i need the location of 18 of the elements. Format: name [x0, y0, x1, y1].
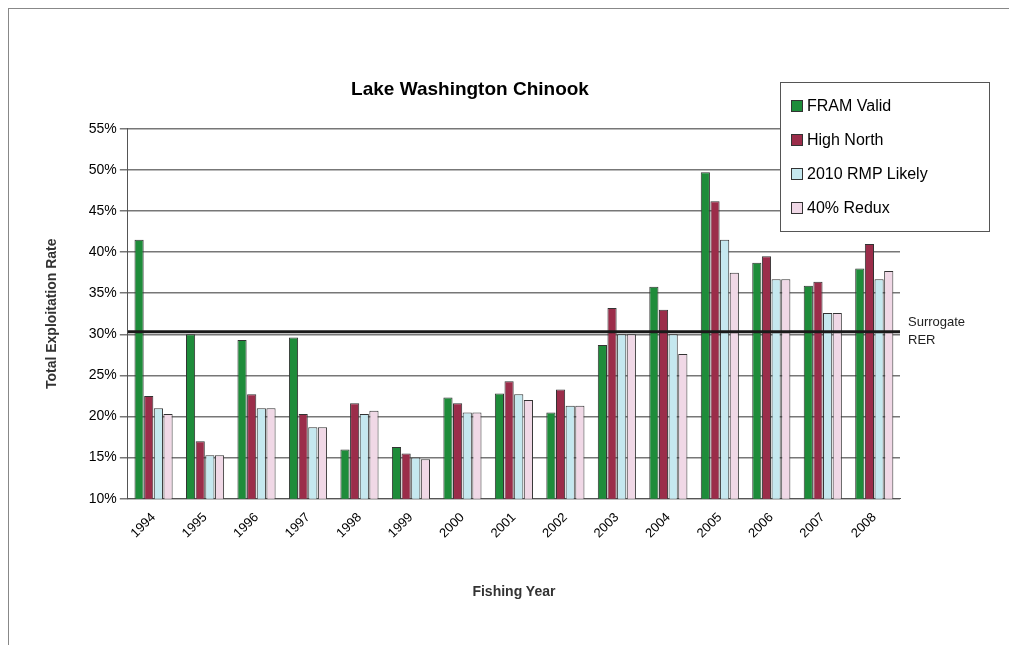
legend-label: High North: [807, 131, 884, 149]
y-tick-label: 45%: [88, 201, 117, 218]
x-axis-title: Fishing Year: [472, 583, 556, 600]
y-tick-label: 35%: [88, 284, 117, 301]
legend-label: 40% Redux: [807, 199, 890, 217]
legend-label: 2010 RMP Likely: [807, 165, 928, 183]
y-tick-label: 55%: [88, 119, 117, 136]
y-tick-label: 25%: [88, 366, 117, 383]
chart-title: Lake Washington Chinook: [351, 77, 590, 99]
legend-label: FRAM Valid: [807, 97, 892, 115]
y-tick-label: 10%: [88, 489, 117, 506]
y-tick-label: 30%: [88, 325, 117, 342]
y-tick-label: 20%: [88, 407, 117, 424]
ref-line-label: Surrogate RER: [908, 314, 966, 348]
y-tick-label: 50%: [88, 160, 117, 177]
y-tick-label: 40%: [88, 242, 117, 259]
y-axis-title: Total Exploitation Rate: [43, 238, 60, 390]
y-tick-label: 15%: [88, 448, 117, 465]
